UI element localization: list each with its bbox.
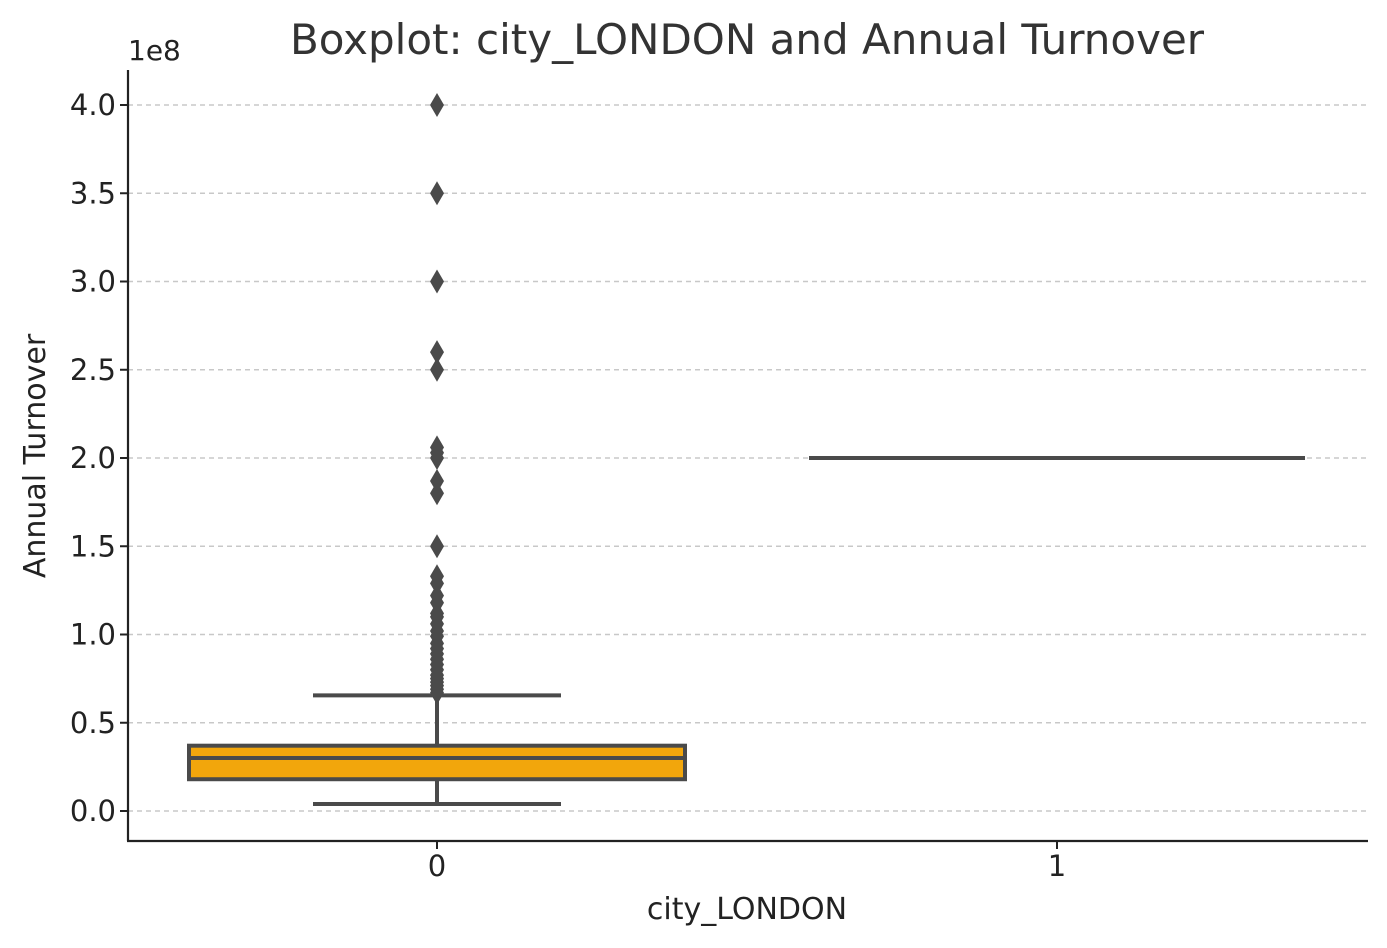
x-tick-label: 0 (428, 849, 446, 883)
y-axis-label: Annual Turnover (18, 333, 53, 578)
y-tick-label: 0.0 (70, 794, 116, 828)
y-axis-offset-label: 1e8 (128, 34, 181, 67)
boxes (187, 93, 1305, 806)
outlier-point (430, 181, 444, 206)
box-group-0 (187, 93, 687, 806)
outlier-point (430, 583, 444, 608)
outlier-point (430, 357, 444, 382)
chart-title: Boxplot: city_LONDON and Annual Turnover (290, 15, 1205, 64)
outlier-point (430, 564, 444, 589)
outlier-point (430, 534, 444, 559)
y-tick-label: 0.5 (70, 706, 116, 740)
outlier-point (430, 468, 444, 493)
outlier-point (430, 269, 444, 294)
y-tick-label: 1.0 (70, 618, 116, 652)
outlier-point (430, 93, 444, 117)
outlier-point (430, 435, 444, 460)
iqr-box (187, 743, 687, 782)
y-tick-label: 2.5 (70, 353, 116, 387)
y-tick-label: 3.5 (70, 176, 116, 210)
outlier-point (430, 481, 444, 506)
axes (126, 70, 1368, 843)
y-tick-label: 4.0 (70, 88, 116, 122)
x-tick-label: 1 (1048, 849, 1066, 883)
y-tick-label: 1.5 (70, 529, 116, 563)
y-ticks: 0.0 0.5 1.0 1.5 2.0 2.5 3.0 3.5 4.0 (70, 88, 128, 828)
y-tick-label: 3.0 (70, 265, 116, 299)
x-axis-label: city_LONDON (647, 892, 847, 927)
y-tick-label: 2.0 (70, 441, 116, 475)
outlier-point (430, 340, 444, 365)
